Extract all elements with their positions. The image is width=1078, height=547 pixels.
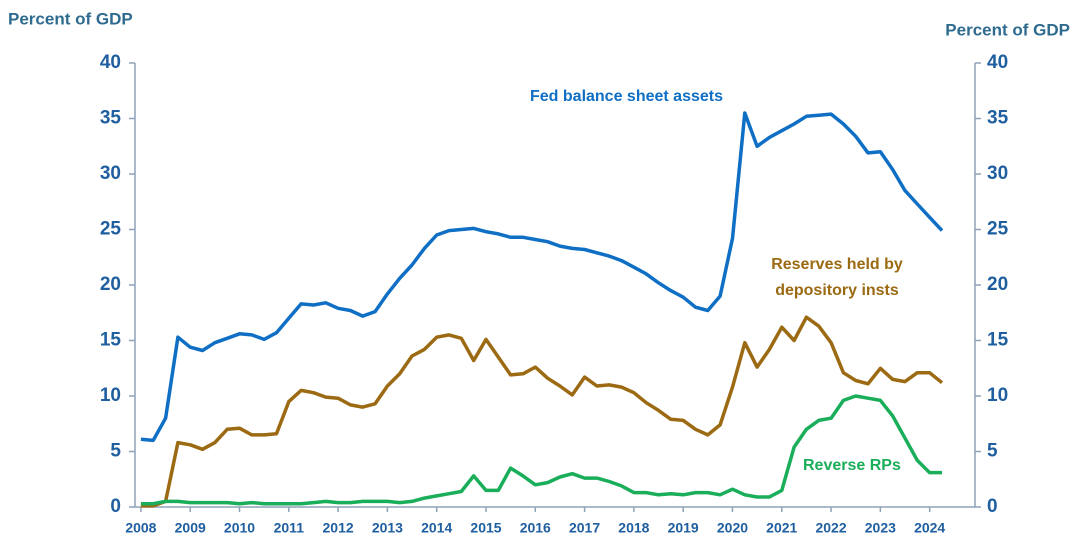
y2-tick-label: 35 [987, 108, 1009, 129]
x-tick-label: 2014 [421, 520, 452, 536]
y-tick-label: 30 [100, 163, 121, 184]
x-tick-label: 2012 [323, 520, 354, 536]
series-line [140, 111, 944, 443]
y2-tick-label: 30 [987, 163, 1008, 184]
x-tick-label: 2018 [618, 520, 649, 536]
y2-tick-label: 10 [987, 385, 1008, 406]
x-tick-label: 2021 [766, 520, 797, 536]
y2-tick-label: 0 [987, 496, 998, 517]
y2-axis-title: Percent of GDP [945, 20, 1070, 39]
x-tick-label: 2013 [372, 520, 403, 536]
y-tick-label: 10 [100, 385, 121, 406]
x-tick-label: 2017 [569, 520, 600, 536]
x-tick-label: 2020 [717, 520, 748, 536]
y-axis-title: Percent of GDP [8, 9, 133, 28]
x-tick-label: 2011 [274, 520, 305, 536]
x-tick-label: 2009 [175, 520, 206, 536]
y2-tick-label: 40 [987, 52, 1008, 73]
series-line [140, 315, 944, 508]
x-tick-label: 2022 [815, 520, 846, 536]
x-tick-label: 2010 [224, 520, 255, 536]
x-tick-label: 2019 [668, 520, 699, 536]
y-tick-label: 25 [100, 219, 122, 240]
y-tick-label: 0 [110, 496, 121, 517]
y2-tick-label: 5 [987, 441, 998, 462]
x-tick-label: 2024 [914, 520, 945, 536]
series-line [140, 394, 942, 506]
x-tick-label: 2015 [470, 520, 501, 536]
series-label: Fed balance sheet assets [530, 88, 723, 105]
y-tick-label: 20 [100, 274, 121, 295]
series-label: Reverse RPs [803, 457, 901, 474]
y2-tick-label: 20 [987, 274, 1008, 295]
y-tick-label: 15 [100, 330, 122, 351]
x-tick-label: 2016 [520, 520, 551, 536]
y-tick-label: 35 [100, 108, 122, 129]
y2-tick-label: 25 [987, 219, 1009, 240]
series-label: Reserves held by depository insts [771, 256, 903, 299]
y2-tick-label: 15 [987, 330, 1009, 351]
x-tick-label: 2008 [125, 520, 156, 536]
x-tick-label: 2023 [865, 520, 896, 536]
y-tick-label: 5 [110, 441, 121, 462]
y-tick-label: 40 [100, 52, 121, 73]
